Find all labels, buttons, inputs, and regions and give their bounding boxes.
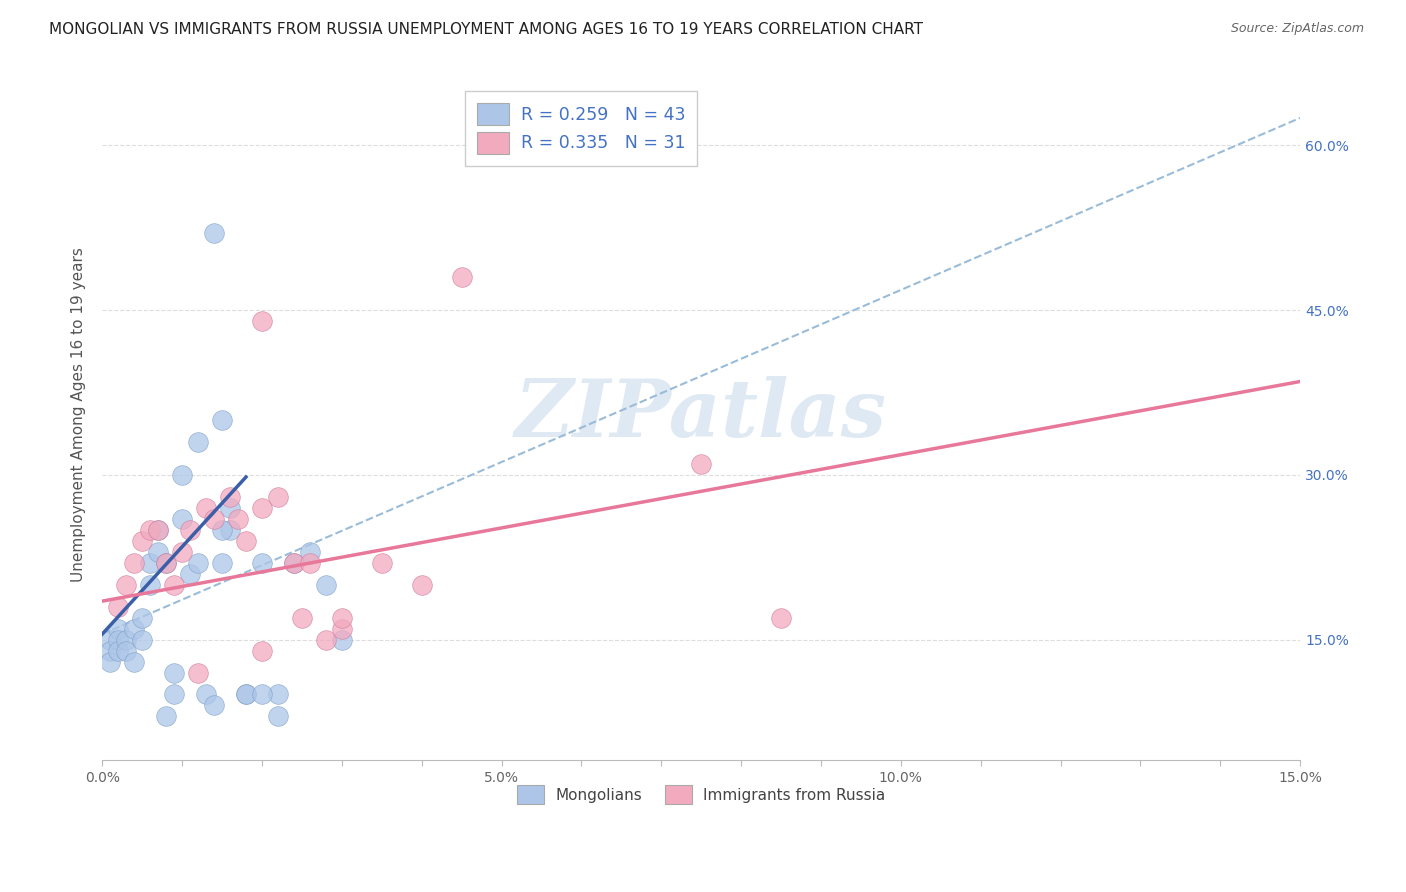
Point [163, 577, 186, 591]
Point [139, 523, 162, 537]
Point [450, 270, 472, 285]
Point [267, 709, 290, 723]
Point [291, 610, 314, 624]
Point [115, 632, 138, 647]
Point [146, 523, 169, 537]
Point [211, 556, 233, 570]
Point [219, 523, 242, 537]
Point [179, 523, 201, 537]
Point [219, 500, 242, 515]
Point [370, 556, 392, 570]
Point [115, 643, 138, 657]
Point [107, 599, 129, 614]
Point [690, 457, 713, 471]
Legend: Mongolians, Immigrants from Russia: Mongolians, Immigrants from Russia [506, 774, 896, 815]
Point [163, 665, 186, 680]
Point [330, 610, 353, 624]
Point [146, 523, 169, 537]
Point [250, 314, 273, 328]
Point [98, 643, 121, 657]
Point [115, 577, 138, 591]
Point [107, 643, 129, 657]
Point [195, 500, 218, 515]
Point [250, 643, 273, 657]
Point [226, 512, 249, 526]
Point [195, 688, 218, 702]
Point [122, 655, 145, 669]
Point [187, 434, 209, 449]
Point [283, 556, 305, 570]
Point [187, 556, 209, 570]
Point [107, 622, 129, 636]
Point [155, 709, 177, 723]
Point [155, 556, 177, 570]
Point [411, 577, 433, 591]
Text: Source: ZipAtlas.com: Source: ZipAtlas.com [1230, 22, 1364, 36]
Point [170, 467, 193, 482]
Point [139, 577, 162, 591]
Point [131, 610, 153, 624]
Point [250, 688, 273, 702]
Point [330, 622, 353, 636]
Point [187, 665, 209, 680]
Point [122, 556, 145, 570]
Point [98, 632, 121, 647]
Point [298, 545, 321, 559]
Text: ZIPatlas: ZIPatlas [515, 376, 887, 453]
Point [769, 610, 792, 624]
Point [315, 577, 337, 591]
Point [235, 533, 257, 548]
Point [131, 533, 153, 548]
Point [250, 500, 273, 515]
Point [155, 556, 177, 570]
Point [107, 632, 129, 647]
Point [283, 556, 305, 570]
Y-axis label: Unemployment Among Ages 16 to 19 years: Unemployment Among Ages 16 to 19 years [72, 247, 86, 582]
Point [131, 632, 153, 647]
Point [202, 698, 225, 713]
Point [146, 545, 169, 559]
Text: MONGOLIAN VS IMMIGRANTS FROM RUSSIA UNEMPLOYMENT AMONG AGES 16 TO 19 YEARS CORRE: MONGOLIAN VS IMMIGRANTS FROM RUSSIA UNEM… [49, 22, 924, 37]
Point [298, 556, 321, 570]
Point [170, 512, 193, 526]
Point [235, 688, 257, 702]
Point [267, 490, 290, 504]
Point [202, 512, 225, 526]
Point [267, 688, 290, 702]
Point [330, 632, 353, 647]
Point [211, 523, 233, 537]
Point [315, 632, 337, 647]
Point [211, 413, 233, 427]
Point [139, 556, 162, 570]
Point [98, 655, 121, 669]
Point [202, 226, 225, 240]
Point [163, 688, 186, 702]
Point [122, 622, 145, 636]
Point [219, 490, 242, 504]
Point [170, 545, 193, 559]
Point [250, 556, 273, 570]
Point [235, 688, 257, 702]
Point [179, 566, 201, 581]
